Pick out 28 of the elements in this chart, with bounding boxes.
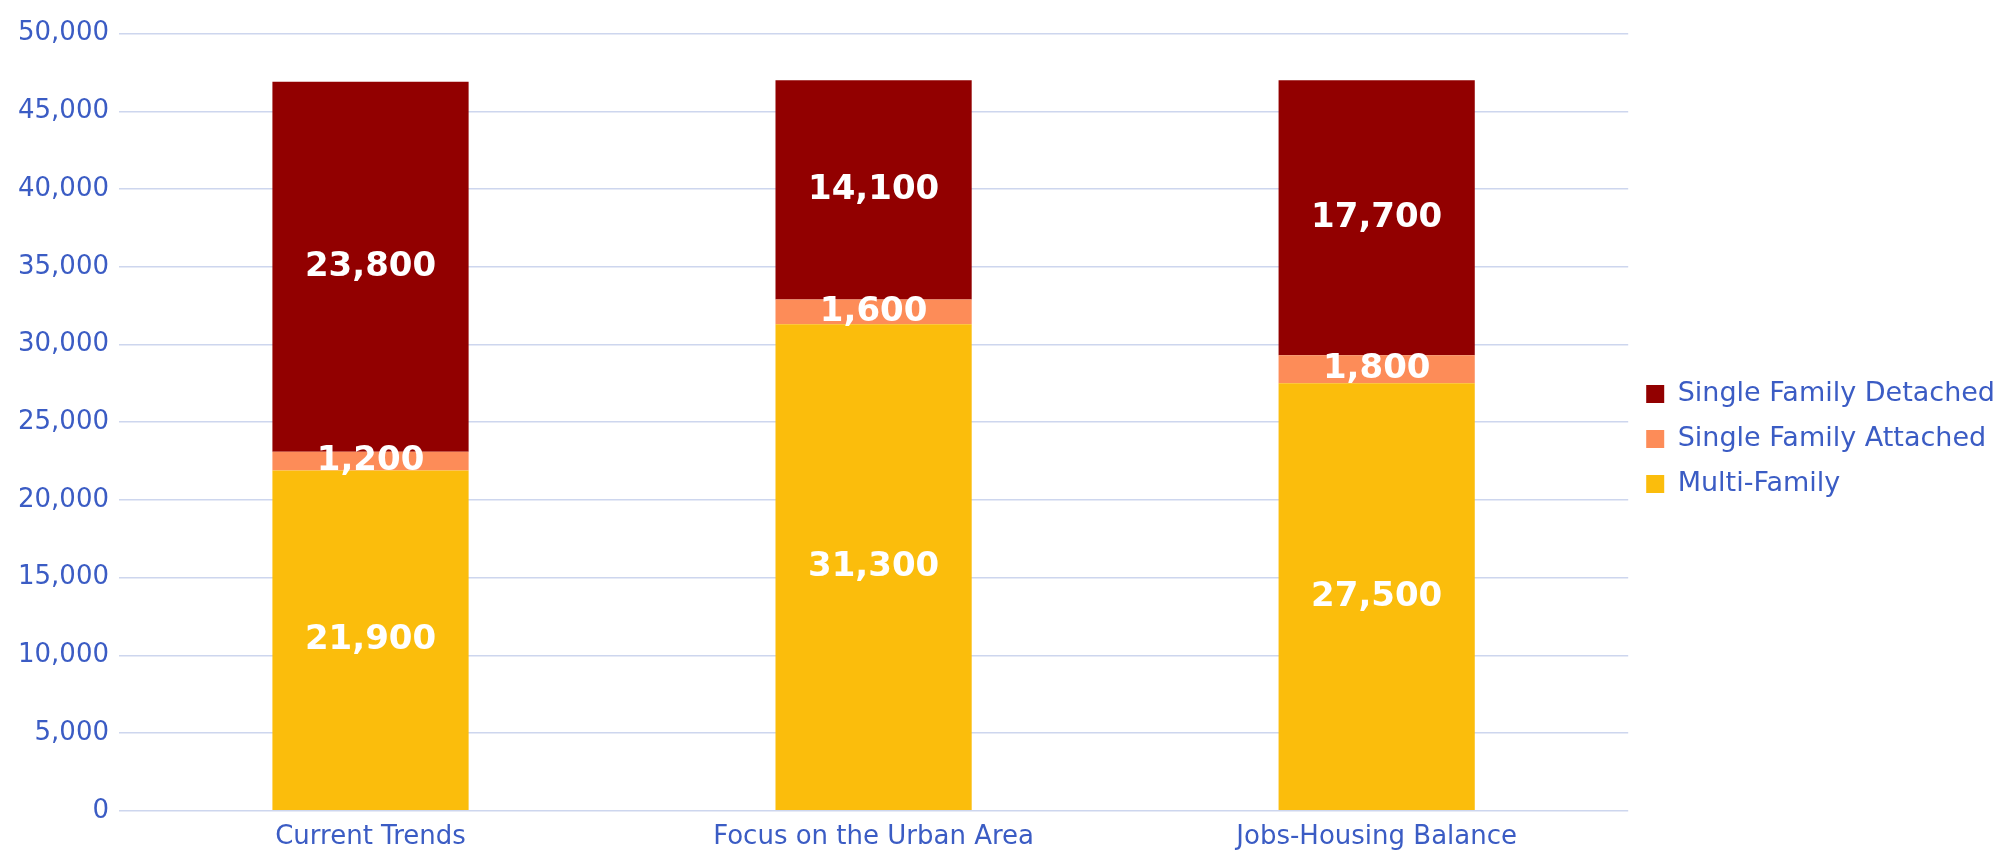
data-label: 1,800 bbox=[1322, 346, 1431, 387]
data-label: 1,600 bbox=[819, 288, 928, 329]
data-label: 1,200 bbox=[316, 437, 425, 478]
data-label: 21,900 bbox=[304, 617, 437, 658]
y-tick-label: 20,000 bbox=[17, 482, 109, 513]
x-tick-label: Current Trends bbox=[275, 820, 466, 851]
data-label: 23,800 bbox=[304, 243, 437, 284]
y-tick-label: 35,000 bbox=[17, 249, 109, 280]
y-tick-label: 25,000 bbox=[17, 404, 109, 435]
y-tick-label: 15,000 bbox=[17, 560, 109, 591]
legend-label: Multi-Family bbox=[1677, 466, 1841, 498]
x-tick-label: Jobs-Housing Balance bbox=[1234, 820, 1517, 851]
data-label: 17,700 bbox=[1311, 194, 1443, 235]
y-tick-label: 40,000 bbox=[17, 171, 109, 202]
data-label: 31,300 bbox=[807, 543, 940, 584]
y-tick-label: 5,000 bbox=[34, 715, 109, 746]
legend-label: Single Family Detached bbox=[1677, 376, 1996, 408]
legend-label: Single Family Attached bbox=[1677, 421, 1987, 453]
x-tick-label: Focus on the Urban Area bbox=[713, 820, 1035, 851]
data-label: 27,500 bbox=[1311, 573, 1443, 614]
y-tick-label: 10,000 bbox=[17, 638, 109, 669]
bar bbox=[775, 324, 972, 811]
y-tick-label: 0 bbox=[92, 793, 109, 824]
y-tick-label: 45,000 bbox=[17, 94, 109, 125]
data-label: 14,100 bbox=[807, 166, 940, 207]
y-tick-label: 30,000 bbox=[17, 327, 109, 358]
y-tick-label: 50,000 bbox=[17, 16, 109, 47]
bar bbox=[1278, 383, 1475, 811]
